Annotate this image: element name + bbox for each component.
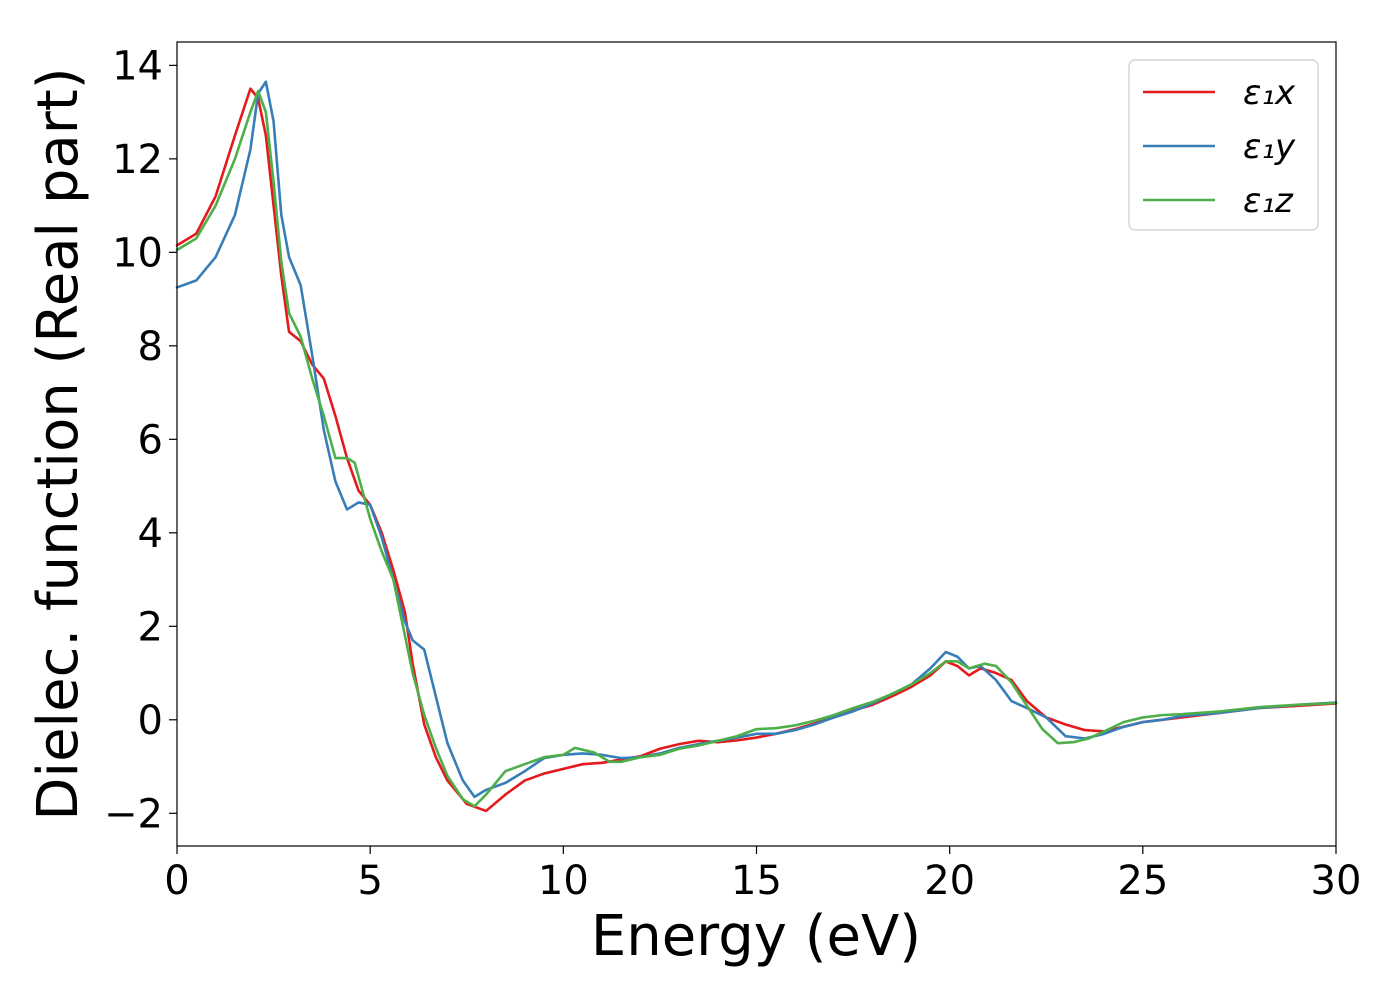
x-tick-label: 5 bbox=[357, 858, 382, 904]
x-tick-label: 0 bbox=[164, 858, 189, 904]
x-axis-title: Energy (eV) bbox=[591, 904, 921, 969]
x-axis-ticks: 0 5 10 15 20 25 30 bbox=[164, 846, 1361, 904]
legend-label-0: ε₁x bbox=[1243, 73, 1296, 113]
x-tick-label: 15 bbox=[731, 858, 782, 904]
series-line-2 bbox=[175, 89, 1338, 808]
x-tick-label: 30 bbox=[1311, 858, 1362, 904]
y-tick-label: 10 bbox=[112, 230, 163, 276]
series-layer bbox=[175, 80, 1338, 813]
legend-label-2: ε₁z bbox=[1243, 181, 1294, 221]
y-tick-label: 8 bbox=[138, 324, 163, 370]
x-tick-label: 10 bbox=[538, 858, 589, 904]
y-axis-title: Dielec. function (Real part) bbox=[26, 67, 91, 820]
y-axis-ticks: −2 0 2 4 6 8 10 12 14 bbox=[104, 43, 177, 837]
y-tick-label: 14 bbox=[112, 43, 163, 89]
y-tick-label: 12 bbox=[112, 137, 163, 183]
x-tick-label: 25 bbox=[1117, 858, 1168, 904]
legend-box bbox=[1128, 59, 1319, 231]
legend-label-1: ε₁y bbox=[1243, 127, 1296, 167]
x-tick-label: 20 bbox=[924, 858, 975, 904]
y-tick-label: −2 bbox=[104, 791, 163, 837]
y-tick-label: 4 bbox=[138, 511, 163, 557]
y-tick-label: 0 bbox=[138, 698, 163, 744]
legend: ε₁x ε₁y ε₁z bbox=[1128, 59, 1319, 231]
y-tick-label: 2 bbox=[138, 604, 163, 650]
y-tick-label: 6 bbox=[138, 417, 163, 463]
